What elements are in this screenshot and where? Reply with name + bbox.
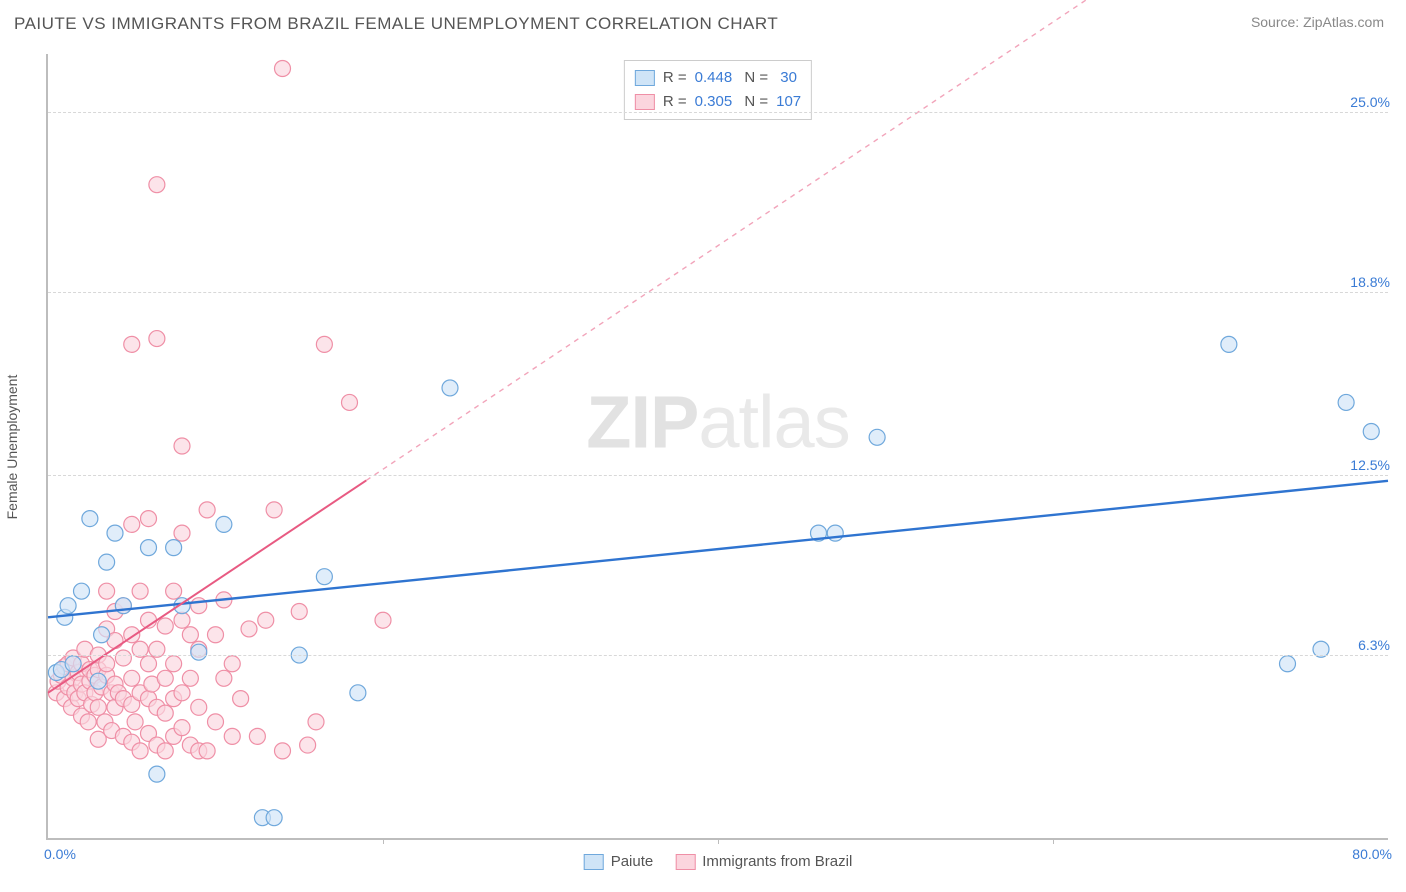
legend-label: Immigrants from Brazil <box>702 853 852 870</box>
legend-bottom: Paiute Immigrants from Brazil <box>584 853 853 870</box>
y-tick-label: 25.0% <box>1350 94 1390 110</box>
stat-n-value: 107 <box>776 90 801 114</box>
x-tick <box>383 838 384 844</box>
legend-swatch <box>675 854 695 870</box>
stat-r-value: 0.448 <box>695 66 733 90</box>
legend-item: Immigrants from Brazil <box>675 853 852 870</box>
legend-stats-row: R = 0.448 N = 30 <box>635 66 801 90</box>
legend-stats: R = 0.448 N = 30 R = 0.305 N = 107 <box>624 60 812 120</box>
plot-area: Female Unemployment ZIPatlas R = 0.448 N… <box>46 54 1388 840</box>
x-min-label: 0.0% <box>44 846 76 862</box>
stat-n-value: 30 <box>776 66 797 90</box>
chart-title: PAIUTE VS IMMIGRANTS FROM BRAZIL FEMALE … <box>14 14 778 34</box>
header: PAIUTE VS IMMIGRANTS FROM BRAZIL FEMALE … <box>0 0 1406 40</box>
y-tick-label: 6.3% <box>1358 637 1390 653</box>
legend-label: Paiute <box>611 853 654 870</box>
stat-n-label: N = <box>740 66 768 90</box>
x-max-label: 80.0% <box>1352 846 1392 862</box>
grid-line <box>48 655 1388 656</box>
legend-stats-row: R = 0.305 N = 107 <box>635 90 801 114</box>
legend-swatch <box>584 854 604 870</box>
y-tick-label: 12.5% <box>1350 457 1390 473</box>
stat-n-label: N = <box>740 90 768 114</box>
grid-line <box>48 292 1388 293</box>
x-tick <box>1053 838 1054 844</box>
stat-r-label: R = <box>663 66 687 90</box>
legend-item: Paiute <box>584 853 654 870</box>
x-tick <box>718 838 719 844</box>
plot: ZIPatlas R = 0.448 N = 30 R = 0.305 N = … <box>46 54 1388 840</box>
stat-r-label: R = <box>663 90 687 114</box>
stat-r-value: 0.305 <box>695 90 733 114</box>
y-axis-label: Female Unemployment <box>4 375 20 520</box>
grid-line <box>48 112 1388 113</box>
legend-swatch <box>635 70 655 86</box>
source-label: Source: ZipAtlas.com <box>1251 14 1384 30</box>
y-tick-label: 18.8% <box>1350 274 1390 290</box>
legend-swatch <box>635 94 655 110</box>
grid-line <box>48 475 1388 476</box>
chart-svg <box>48 54 1388 838</box>
